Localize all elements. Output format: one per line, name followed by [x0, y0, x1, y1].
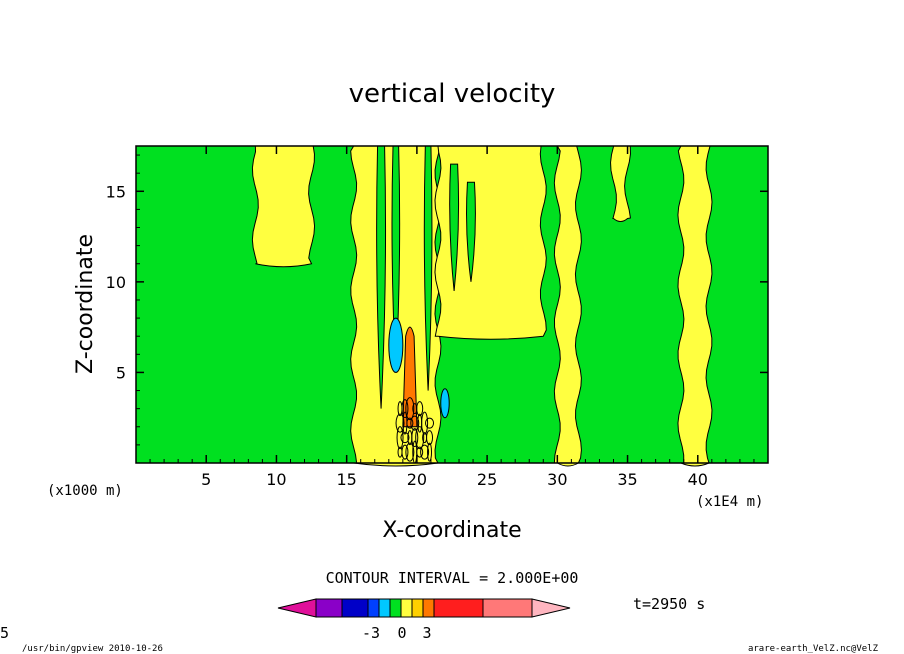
positive-region	[610, 145, 632, 222]
x-tick-label: 35	[617, 470, 637, 489]
contour-interval-label: CONTOUR INTERVAL = 2.000E+00	[326, 569, 579, 587]
contour-line	[405, 397, 415, 421]
contour-line	[401, 399, 409, 419]
y-axis-label: Z-coordinate	[73, 234, 98, 374]
footer-left: /usr/bin/gpview 2010-10-26	[22, 644, 163, 654]
contour-line	[401, 444, 409, 460]
contour-line-layer	[395, 397, 435, 464]
colorbar-cell	[422, 598, 435, 618]
colorbar-extend-left	[277, 598, 317, 618]
y-tick-label: 5	[116, 363, 126, 382]
contour-line	[421, 411, 429, 435]
plot-area: 5 10 15 20 25 30 35 40 5 10 15	[106, 145, 769, 489]
colorbar-cell	[341, 598, 369, 618]
plot-frame	[135, 145, 769, 464]
positive-region	[677, 145, 713, 467]
contour-line	[405, 442, 415, 462]
contour-line	[396, 426, 404, 450]
contour-line	[395, 413, 405, 433]
colorbar-extend-right	[531, 598, 571, 618]
footer-right: arare-earth_VelZ.nc@VelZ	[748, 644, 879, 654]
colorbar-cell	[315, 598, 343, 618]
background-streak	[423, 145, 433, 391]
x-axis-unit: (x1E4 m)	[696, 494, 763, 510]
colorbar-label: -3	[362, 624, 380, 642]
x-axis-ticks: 5 10 15 20 25 30 35 40	[149, 146, 755, 489]
colorbar-cell	[389, 598, 402, 618]
contour-line	[420, 444, 430, 460]
colorbar-cell	[433, 598, 484, 618]
positive-region	[553, 145, 582, 467]
background-streak	[466, 181, 476, 282]
negative-region	[388, 317, 404, 373]
time-label: t=2950 s	[633, 595, 705, 613]
contour-line	[406, 417, 414, 429]
y-tick-label: 15	[106, 182, 126, 201]
colorbar-cell	[378, 598, 391, 618]
colorbar: -3 03 15	[0, 598, 571, 642]
x-tick-label: 10	[266, 470, 286, 489]
x-tick-label: 15	[336, 470, 356, 489]
contour-line	[427, 442, 433, 462]
contour-line	[416, 401, 424, 417]
x-tick-label: 30	[547, 470, 567, 489]
colorbar-label: 3	[422, 624, 431, 642]
contour-line	[425, 417, 435, 429]
chart-title: vertical velocity	[349, 79, 556, 109]
x-tick-label: 20	[407, 470, 427, 489]
y-axis-ticks: 5 10 15	[106, 154, 768, 446]
contour-line	[415, 426, 425, 450]
negative-region	[440, 388, 450, 419]
contour-line	[411, 428, 419, 448]
positive-region	[251, 145, 316, 268]
positive-region	[434, 145, 547, 340]
contour-fill-layer	[251, 145, 713, 467]
colorbar-cell	[482, 598, 533, 618]
contour-line	[416, 446, 424, 458]
colorbar-cell	[400, 598, 413, 618]
x-axis-label: X-coordinate	[382, 518, 521, 543]
x-tick-label: 25	[477, 470, 497, 489]
colorbar-cell	[367, 598, 380, 618]
background-streak	[376, 145, 387, 409]
contour-line	[426, 430, 434, 446]
colorbar-cell	[411, 598, 424, 618]
contour-line	[400, 432, 410, 444]
contour-line	[410, 415, 420, 431]
y-axis-unit: (x1000 m)	[47, 483, 123, 499]
x-tick-label: 40	[688, 470, 708, 489]
x-tick-label: 5	[201, 470, 211, 489]
colorbar-label: 15	[0, 624, 9, 642]
y-tick-label: 10	[106, 273, 126, 292]
colorbar-label: 0	[397, 624, 406, 642]
background-streak	[449, 163, 460, 291]
